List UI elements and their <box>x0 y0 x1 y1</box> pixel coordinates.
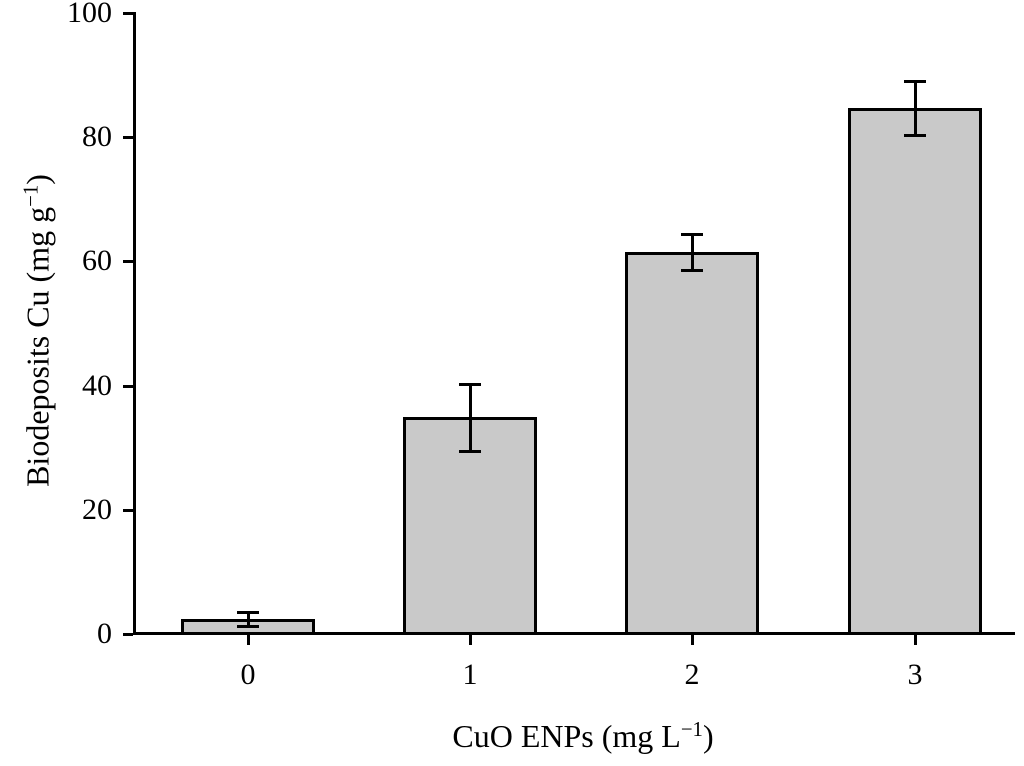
x-axis-title-close-paren: ) <box>702 718 714 754</box>
y-axis-tick <box>123 260 133 263</box>
x-axis-line <box>133 632 1015 635</box>
y-axis-tick <box>123 12 133 15</box>
y-axis-tick <box>123 136 133 139</box>
x-axis-tick <box>914 635 917 645</box>
y-axis-tick <box>123 633 133 636</box>
error-bar-line <box>469 384 472 451</box>
x-axis-tick <box>469 635 472 645</box>
y-axis-title-close-paren: ) <box>19 174 56 185</box>
y-tick-label: 60 <box>82 244 112 277</box>
bar <box>848 108 982 635</box>
x-axis-tick <box>691 635 694 645</box>
y-axis-tick <box>123 509 133 512</box>
y-tick-label: 20 <box>82 493 112 526</box>
y-tick-label: 100 <box>67 0 112 29</box>
error-bar-line <box>914 81 917 135</box>
x-axis-title-text: CuO ENPs (mg L <box>452 718 681 754</box>
x-tick-label: 3 <box>907 658 923 691</box>
y-tick-label: 80 <box>82 120 112 153</box>
x-tick-label: 0 <box>240 658 256 691</box>
x-axis-tick <box>247 635 250 645</box>
x-axis-title-superscript: −1 <box>680 717 703 741</box>
y-axis-title-superscript: −1 <box>19 184 43 207</box>
bar <box>625 252 759 635</box>
error-bar-top-cap <box>904 80 926 83</box>
error-bar-bottom-cap <box>459 450 481 453</box>
error-bar-line <box>691 234 694 270</box>
bar <box>403 417 537 635</box>
error-bar-line <box>247 612 250 626</box>
y-axis-title: Biodeposits Cu (mg g−1) <box>19 31 57 631</box>
x-axis-title: CuO ENPs (mg L−1) <box>283 718 883 755</box>
error-bar-top-cap <box>681 233 703 236</box>
error-bar-top-cap <box>237 611 259 614</box>
y-axis-title-text: Biodeposits Cu (mg g <box>19 206 56 487</box>
y-axis-line <box>133 12 136 635</box>
error-bar-bottom-cap <box>237 625 259 628</box>
y-tick-label: 0 <box>97 617 112 650</box>
y-axis-tick <box>123 385 133 388</box>
error-bar-bottom-cap <box>681 269 703 272</box>
x-tick-label: 2 <box>684 658 700 691</box>
y-tick-label: 40 <box>82 369 112 402</box>
x-tick-label: 1 <box>462 658 478 691</box>
error-bar-top-cap <box>459 383 481 386</box>
error-bar-bottom-cap <box>904 134 926 137</box>
